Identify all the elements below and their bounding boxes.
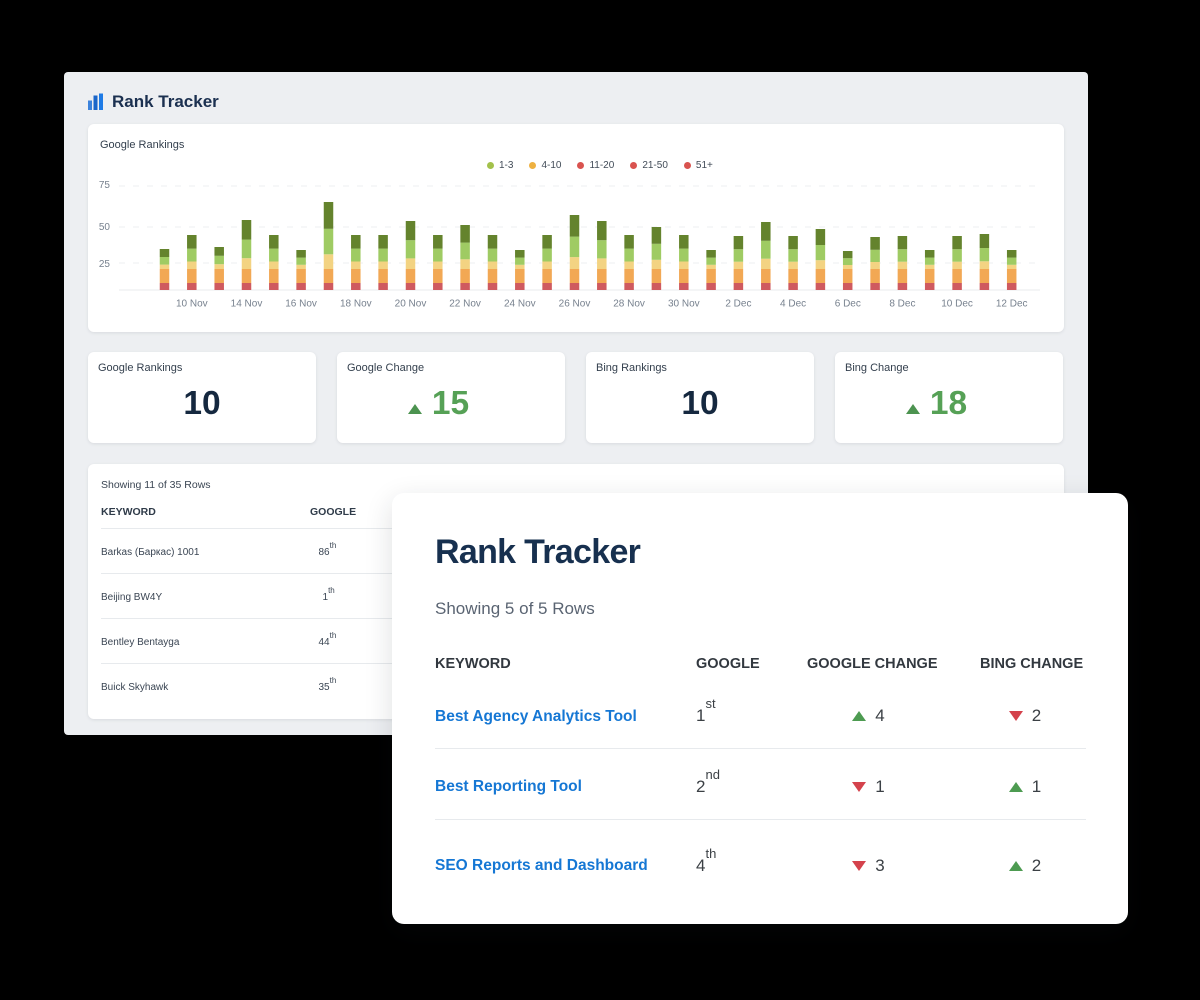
svg-text:6 Dec: 6 Dec — [835, 299, 861, 310]
svg-text:18 Nov: 18 Nov — [340, 299, 372, 310]
svg-text:8 Dec: 8 Dec — [889, 299, 915, 310]
svg-text:22 Nov: 22 Nov — [449, 299, 481, 310]
svg-text:2 Dec: 2 Dec — [725, 299, 751, 310]
svg-text:10 Nov: 10 Nov — [176, 299, 208, 310]
svg-text:20 Nov: 20 Nov — [395, 299, 427, 310]
svg-text:24 Nov: 24 Nov — [504, 299, 536, 310]
svg-text:25: 25 — [99, 259, 111, 270]
svg-text:75: 75 — [99, 180, 111, 191]
svg-text:14 Nov: 14 Nov — [231, 299, 263, 310]
svg-text:12 Dec: 12 Dec — [996, 299, 1028, 310]
svg-text:26 Nov: 26 Nov — [559, 299, 591, 310]
svg-text:50: 50 — [99, 222, 111, 233]
svg-text:10 Dec: 10 Dec — [941, 299, 973, 310]
svg-text:28 Nov: 28 Nov — [613, 299, 645, 310]
svg-text:4 Dec: 4 Dec — [780, 299, 806, 310]
svg-text:16 Nov: 16 Nov — [285, 299, 317, 310]
svg-text:30 Nov: 30 Nov — [668, 299, 700, 310]
